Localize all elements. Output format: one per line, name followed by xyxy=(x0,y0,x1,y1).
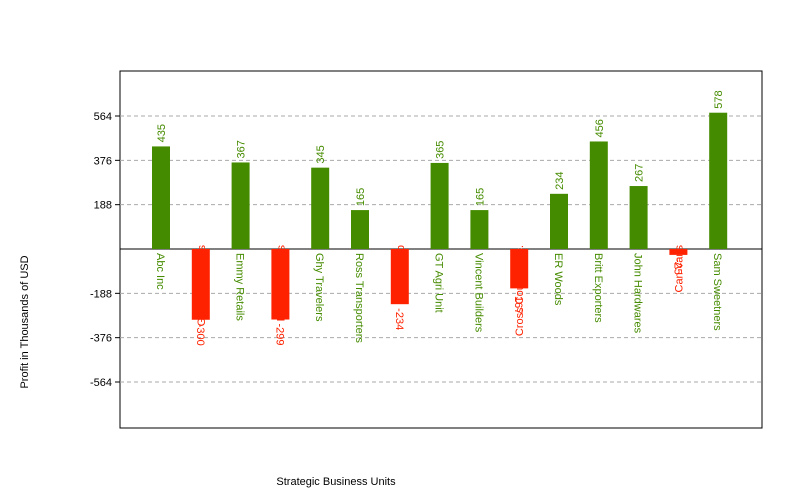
bar xyxy=(470,210,489,249)
bar xyxy=(311,167,330,249)
bar xyxy=(231,162,250,249)
bar xyxy=(430,162,449,249)
category-label: Ross Transporters xyxy=(353,253,365,343)
value-label: 367 xyxy=(236,140,248,158)
category-label: Britt Exporters xyxy=(592,253,604,323)
category-label: Gilbert Club xyxy=(395,245,407,303)
category-label: ER Woods xyxy=(552,253,564,306)
value-labels: 435 -300 367 -299 345 165 -234 365 165 -167 234 456… xyxy=(156,90,725,345)
category-label: Abc Inc xyxy=(154,253,166,290)
x-axis-title: Strategic Business Units xyxy=(276,476,396,488)
category-label: Emmy Retails xyxy=(234,253,246,321)
y-tick-label: 376 xyxy=(94,155,112,167)
bar xyxy=(351,210,369,249)
value-label: 165 xyxy=(474,188,486,206)
category-label: John Hardwares xyxy=(632,253,644,334)
category-label: Cross Country Inc. xyxy=(514,245,526,336)
bar xyxy=(390,249,409,305)
value-label: 345 xyxy=(315,145,327,163)
value-label: -234 xyxy=(393,308,405,330)
bar xyxy=(550,193,568,249)
bars xyxy=(152,112,728,320)
category-labels: Abc Inc George Distillers Emmy Retails EDR … xyxy=(154,245,723,344)
value-label: -167 xyxy=(512,292,524,314)
category-label: Ghy Travelers xyxy=(313,253,325,322)
value-label: -25 xyxy=(671,259,683,275)
category-label: Vincent Builders xyxy=(472,253,484,333)
category-label: GT Agri Unit xyxy=(433,253,445,313)
y-tick-label: 188 xyxy=(94,200,112,212)
value-label: 365 xyxy=(435,141,447,159)
value-label: 456 xyxy=(594,119,606,137)
value-label: 578 xyxy=(713,90,725,108)
bar xyxy=(271,249,290,320)
value-label: 435 xyxy=(156,124,168,142)
y-tick-label: 564 xyxy=(94,111,112,123)
value-label: -300 xyxy=(194,324,206,346)
value-label: 165 xyxy=(355,188,367,206)
category-label: George Distillers xyxy=(196,245,208,327)
bar xyxy=(589,141,608,249)
category-label: EDR Electricals xyxy=(275,245,287,322)
bar xyxy=(629,186,648,249)
y-tick-label: -564 xyxy=(90,377,112,389)
value-label: -299 xyxy=(273,324,285,346)
y-tick-label: -188 xyxy=(90,288,112,300)
gridlines xyxy=(120,115,762,383)
bar xyxy=(510,249,529,289)
y-axis-title: Profit in Thousands of USD xyxy=(19,255,31,388)
y-axis-ticks: -564 -376 -188 188 376 564 xyxy=(90,111,120,389)
bar xyxy=(709,112,728,249)
category-label: Can Vans xyxy=(673,245,685,293)
bar xyxy=(669,249,688,255)
bar xyxy=(152,146,170,249)
value-label: 267 xyxy=(634,164,646,182)
bar xyxy=(191,249,210,320)
y-tick-label: -376 xyxy=(90,333,112,345)
category-label: Sam Sweetners xyxy=(711,253,723,331)
value-label: 234 xyxy=(554,171,566,189)
